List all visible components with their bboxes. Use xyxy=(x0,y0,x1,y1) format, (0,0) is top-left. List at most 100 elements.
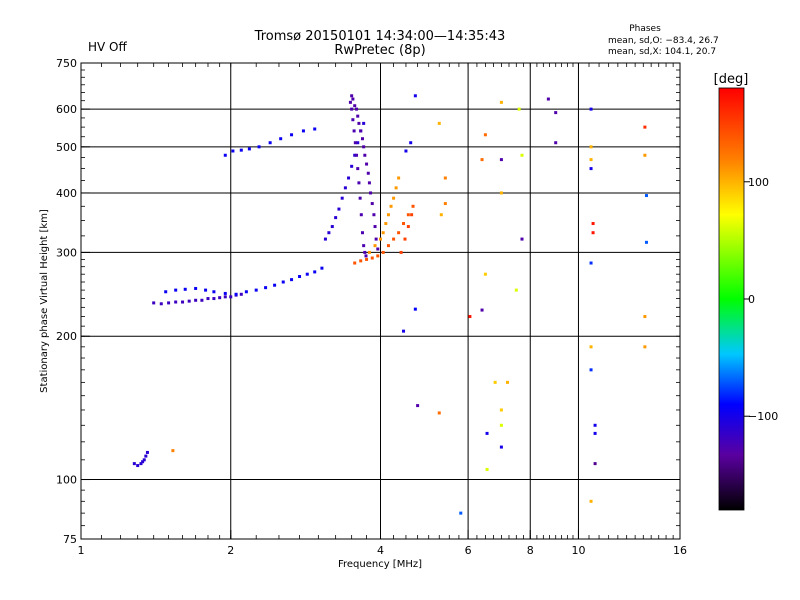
data-point xyxy=(370,256,374,260)
data-point xyxy=(439,213,443,217)
data-point xyxy=(514,288,518,292)
data-point xyxy=(257,145,261,149)
data-point xyxy=(353,141,357,145)
data-point xyxy=(365,257,369,261)
y-tick-label: 75 xyxy=(63,533,77,546)
data-point xyxy=(290,278,294,282)
data-point xyxy=(357,121,361,125)
data-point xyxy=(327,231,331,235)
data-point xyxy=(365,162,369,166)
data-point xyxy=(499,423,503,427)
data-point xyxy=(351,118,355,122)
data-point xyxy=(144,454,148,458)
data-point xyxy=(340,196,344,200)
data-point xyxy=(411,204,415,208)
data-point xyxy=(356,141,360,145)
data-point xyxy=(360,231,364,235)
data-point xyxy=(355,107,359,111)
data-point xyxy=(413,307,417,311)
data-point xyxy=(376,254,380,258)
data-point xyxy=(353,153,357,157)
data-point xyxy=(136,464,140,468)
colorbar-tick-label: 0 xyxy=(748,293,755,306)
colorbar-label: [deg] xyxy=(714,72,749,87)
data-point xyxy=(362,145,366,149)
data-point xyxy=(273,283,277,287)
data-point xyxy=(392,196,396,200)
data-point xyxy=(402,329,406,333)
data-point xyxy=(443,176,447,180)
data-point xyxy=(394,186,398,190)
x-tick-label: 1 xyxy=(78,544,85,557)
data-point xyxy=(194,298,198,302)
data-point xyxy=(360,137,364,141)
data-point xyxy=(356,114,360,118)
data-point xyxy=(402,222,406,226)
data-point xyxy=(357,181,361,185)
data-point xyxy=(397,231,401,235)
data-point xyxy=(350,164,354,168)
y-tick-label: 300 xyxy=(56,246,77,259)
x-tick-label: 10 xyxy=(571,544,585,557)
y-tick-label: 750 xyxy=(56,57,77,70)
data-point xyxy=(373,225,377,229)
data-point xyxy=(366,171,370,175)
data-point xyxy=(343,186,347,190)
data-point xyxy=(379,237,382,241)
data-point xyxy=(171,449,175,453)
x-tick-label: 4 xyxy=(377,544,384,557)
data-point xyxy=(591,231,595,235)
data-point xyxy=(589,499,593,503)
data-point xyxy=(493,380,497,384)
data-point xyxy=(229,295,233,299)
data-point xyxy=(141,460,145,464)
data-point xyxy=(480,158,484,162)
data-point xyxy=(350,107,354,111)
data-point xyxy=(359,259,363,263)
data-point xyxy=(223,295,227,299)
data-point xyxy=(589,368,593,372)
data-point xyxy=(386,213,390,217)
data-point xyxy=(373,244,377,248)
colorbar-ticks: 100 0 −100 xyxy=(744,176,778,423)
phases-x: mean, sd,X: 104.1, 20.7 xyxy=(608,47,716,57)
x-tick-label: 8 xyxy=(527,544,534,557)
data-point xyxy=(212,290,216,294)
data-point xyxy=(374,237,378,241)
data-point xyxy=(301,129,305,133)
data-point xyxy=(397,176,401,180)
data-point xyxy=(499,408,503,412)
data-point xyxy=(370,202,374,206)
data-point xyxy=(142,458,146,462)
colorbar-tick-label: −100 xyxy=(748,410,778,423)
data-point xyxy=(589,345,593,349)
data-point xyxy=(355,153,359,157)
data-point xyxy=(589,107,593,111)
data-point xyxy=(392,237,396,241)
data-point xyxy=(290,133,294,137)
data-point xyxy=(337,207,341,211)
data-point xyxy=(363,250,367,254)
data-point xyxy=(254,288,258,292)
data-point xyxy=(152,301,156,305)
data-point xyxy=(234,292,238,296)
data-point xyxy=(264,286,268,290)
data-point xyxy=(204,288,208,292)
data-point xyxy=(499,158,503,162)
y-axis-label: Stationary phase Virtual Height [km] xyxy=(39,209,50,393)
data-point xyxy=(520,153,524,157)
data-point xyxy=(593,462,597,466)
data-point xyxy=(323,237,327,241)
data-point xyxy=(132,462,136,466)
data-point xyxy=(483,133,487,137)
phases-o: mean, sd,O: −83.4, 26.7 xyxy=(608,36,719,46)
x-tick-label: 6 xyxy=(465,544,472,557)
data-point xyxy=(443,202,447,206)
hv-status-label: HV Off xyxy=(88,40,127,54)
data-point xyxy=(589,158,593,162)
data-point xyxy=(593,423,597,427)
data-point xyxy=(231,149,235,153)
data-point xyxy=(505,380,509,384)
x-tick-label: 16 xyxy=(673,544,687,557)
data-point xyxy=(164,290,168,294)
